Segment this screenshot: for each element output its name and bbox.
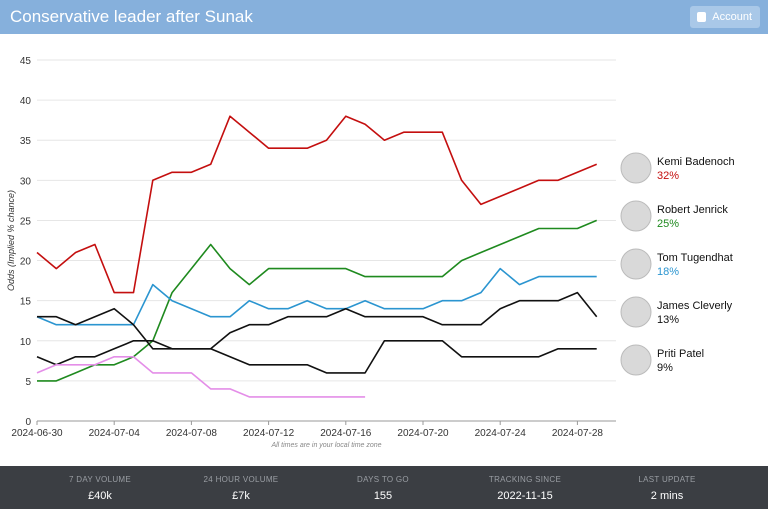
avatar bbox=[620, 344, 652, 376]
legend-entry: Priti Patel 9% bbox=[620, 344, 704, 376]
stat-value: 155 bbox=[373, 490, 393, 502]
stat-label: TRACKING SINCE bbox=[488, 475, 562, 484]
chart: 0 5 10 15 20 25 30 35 40 45 2024-06-30 2024-07-04 20… bbox=[6, 56, 735, 449]
header: Conservative leader after Sunak Account bbox=[0, 0, 768, 34]
note: All times are in your local time zone bbox=[270, 442, 381, 449]
x-tick-label: 2024-07-08 bbox=[166, 428, 218, 439]
legend-name: Tom Tugendhat bbox=[657, 252, 733, 264]
legend-entry: James Cleverly 13% bbox=[620, 296, 733, 328]
stat-value: £40k bbox=[88, 490, 112, 502]
series-line bbox=[37, 291, 598, 350]
y-tick-label: 10 bbox=[20, 337, 32, 348]
stats-bar: 7 DAY VOLUME £40k 24 HOUR VOLUME £7k DAYS TO… bbox=[0, 466, 768, 509]
avatar bbox=[620, 152, 652, 184]
legend-value: 32% bbox=[657, 170, 679, 182]
legend-value: 9% bbox=[657, 362, 673, 374]
legend-value: 13% bbox=[657, 314, 679, 326]
stat-label: LAST UPDATE bbox=[638, 475, 696, 484]
x-tick-label: 2024-07-12 bbox=[243, 428, 295, 439]
stat-value: 2 mins bbox=[650, 490, 684, 502]
stat-label: 24 HOUR VOLUME bbox=[203, 475, 279, 484]
x-tick-label: 2024-07-20 bbox=[397, 428, 449, 439]
stat: DAYS TO GO 155 bbox=[313, 475, 453, 502]
series-line bbox=[36, 115, 598, 294]
x-tick-label: 2024-07-24 bbox=[475, 428, 527, 439]
y-axis-label: Odds (Implied % chance) bbox=[6, 190, 16, 291]
stat-value: £7k bbox=[232, 490, 250, 502]
legend-name: Robert Jenrick bbox=[657, 204, 728, 216]
y-tick-label: 45 bbox=[20, 56, 32, 67]
y-tick-label: 40 bbox=[20, 96, 32, 107]
x-tick-label: 2024-07-28 bbox=[552, 428, 604, 439]
legend-entry: Robert Jenrick 25% bbox=[620, 200, 728, 232]
legend-value: 25% bbox=[657, 218, 679, 230]
stat: 7 DAY VOLUME £40k bbox=[30, 475, 170, 502]
legend-name: Kemi Badenoch bbox=[657, 156, 735, 168]
stat: TRACKING SINCE 2022-11-15 bbox=[455, 475, 595, 502]
series-line bbox=[36, 267, 597, 326]
x-tick-label: 2024-07-16 bbox=[320, 428, 372, 439]
series-line bbox=[36, 356, 366, 398]
y-tick-label: 25 bbox=[20, 216, 32, 227]
avatar bbox=[620, 296, 652, 328]
legend-entry: Kemi Badenoch 32% bbox=[620, 152, 735, 184]
y-tick-label: 35 bbox=[20, 136, 32, 147]
stat-label: DAYS TO GO bbox=[357, 475, 409, 484]
legend-name: Priti Patel bbox=[657, 348, 704, 360]
avatar bbox=[620, 248, 652, 280]
y-tick-label: 0 bbox=[25, 417, 31, 428]
legend-name: James Cleverly bbox=[657, 300, 733, 312]
y-tick-label: 20 bbox=[20, 257, 32, 268]
account-button[interactable]: Account bbox=[690, 6, 760, 28]
x-tick-label: 2024-07-04 bbox=[89, 428, 141, 439]
stat: LAST UPDATE 2 mins bbox=[597, 475, 737, 502]
series-line bbox=[36, 340, 597, 374]
x-tick-label: 2024-06-30 bbox=[11, 428, 63, 439]
stat: 24 HOUR VOLUME £7k bbox=[171, 475, 311, 502]
series-line bbox=[37, 219, 598, 382]
y-tick-label: 5 bbox=[25, 377, 31, 388]
legend-value: 18% bbox=[657, 266, 679, 278]
y-tick-label: 30 bbox=[20, 176, 32, 187]
legend-entry: Tom Tugendhat 18% bbox=[620, 248, 733, 280]
y-tick-label: 15 bbox=[20, 297, 32, 308]
avatar bbox=[620, 200, 652, 232]
stat-label: 7 DAY VOLUME bbox=[69, 475, 131, 484]
page-title: Conservative leader after Sunak bbox=[10, 7, 253, 26]
stat-value: 2022-11-15 bbox=[497, 490, 553, 502]
